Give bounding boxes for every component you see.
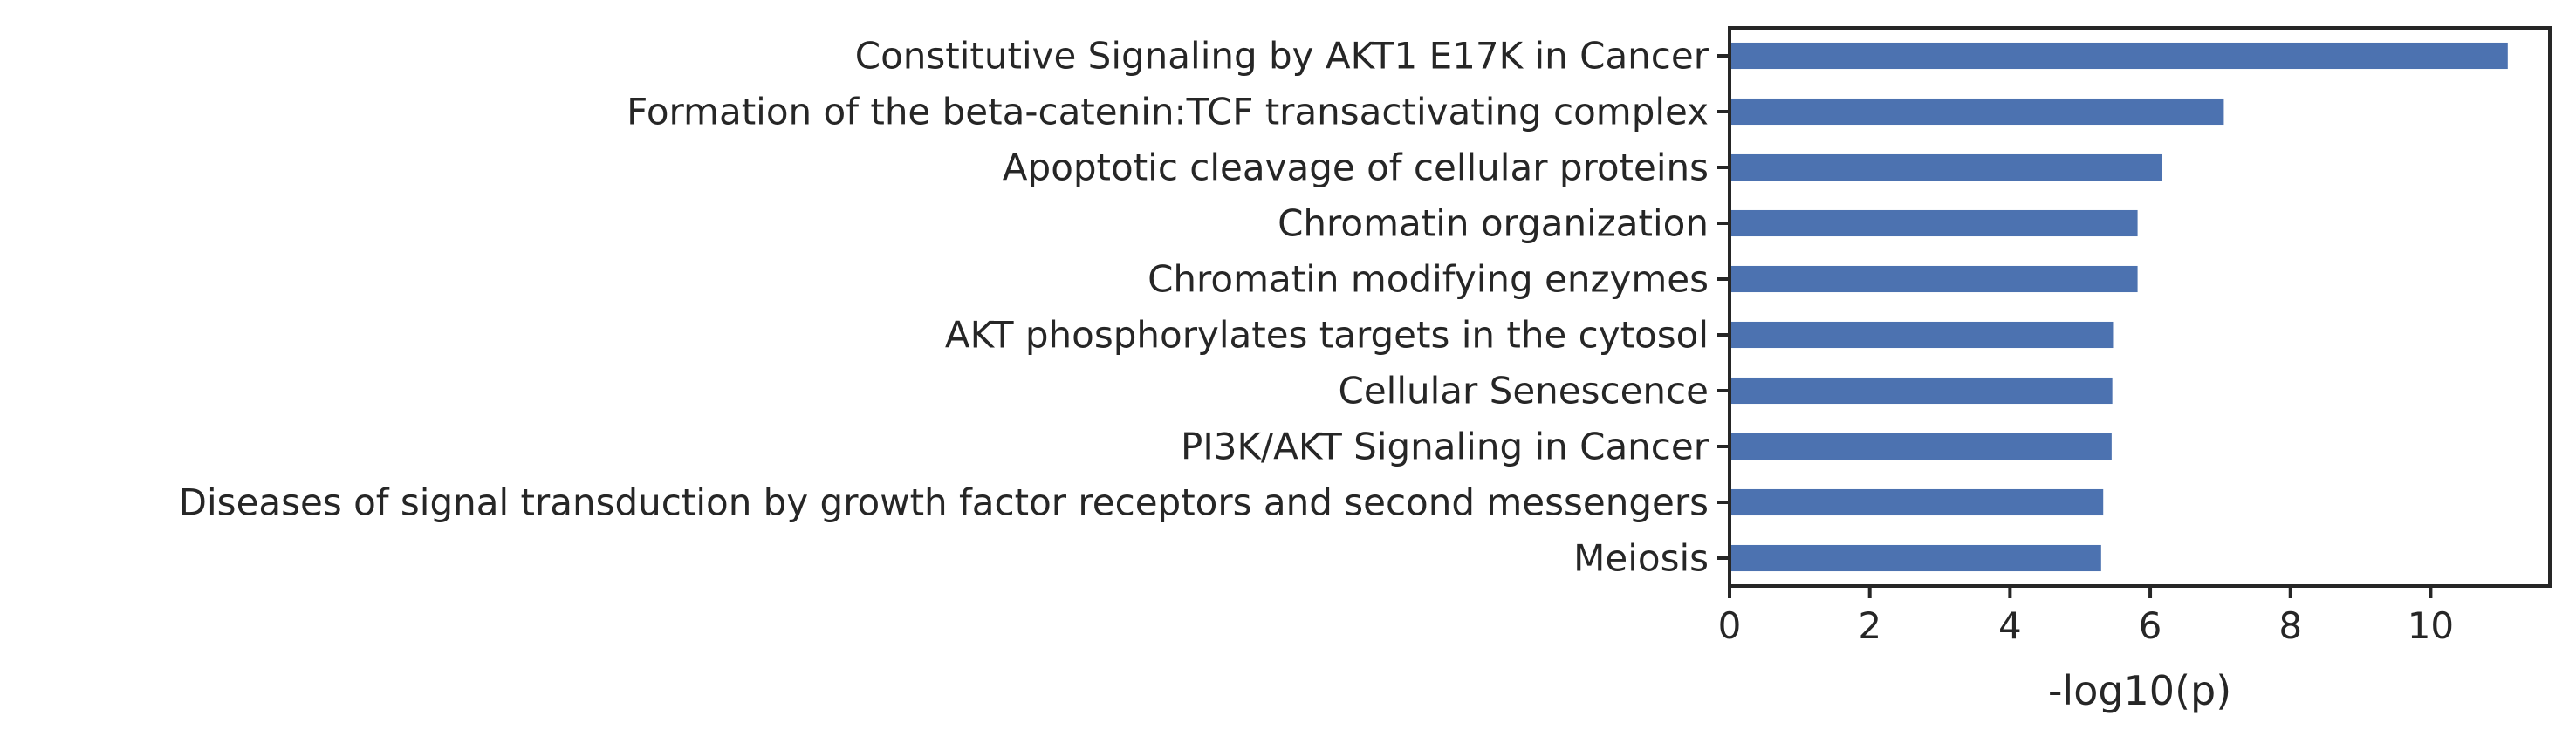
x-tick-label-2: 4: [1998, 604, 2022, 647]
x-tick-label-1: 2: [1858, 604, 1881, 647]
x-tick-label-5: 10: [2408, 604, 2454, 647]
category-label-5: AKT phosphorylates targets in the cytoso…: [945, 314, 1709, 357]
category-label-3: Chromatin organization: [1278, 202, 1709, 245]
bar-3: [1730, 209, 2138, 237]
bar-9: [1730, 544, 2101, 572]
bar-5: [1730, 321, 2114, 349]
category-label-9: Meiosis: [1573, 537, 1709, 580]
category-label-1: Formation of the beta-catenin:TCF transa…: [627, 91, 1709, 133]
category-label-4: Chromatin modifying enzymes: [1148, 258, 1709, 301]
category-label-7: PI3K/AKT Signaling in Cancer: [1181, 426, 1709, 468]
bar-6: [1730, 377, 2113, 405]
bar-2: [1730, 153, 2162, 181]
category-labels-group: Constitutive Signaling by AKT1 E17K in C…: [179, 35, 1730, 580]
x-tick-label-0: 0: [1718, 604, 1742, 647]
bar-0: [1730, 42, 2508, 70]
x-tick-label-3: 6: [2139, 604, 2162, 647]
category-label-2: Apoptotic cleavage of cellular proteins: [1003, 147, 1709, 189]
x-axis: 0 2 4 6 8 10: [1718, 586, 2454, 647]
category-label-0: Constitutive Signaling by AKT1 E17K in C…: [855, 35, 1709, 78]
bar-1: [1730, 98, 2224, 126]
bars-group: [1730, 42, 2508, 572]
category-label-6: Cellular Senescence: [1339, 370, 1709, 412]
category-label-8: Diseases of signal transduction by growt…: [179, 481, 1709, 524]
bar-4: [1730, 265, 2138, 293]
bar-7: [1730, 433, 2112, 460]
x-axis-label: -log10(p): [2048, 667, 2231, 714]
plot-frame: [1728, 26, 2552, 588]
bar-8: [1730, 488, 2104, 516]
x-tick-label-4: 8: [2278, 604, 2302, 647]
